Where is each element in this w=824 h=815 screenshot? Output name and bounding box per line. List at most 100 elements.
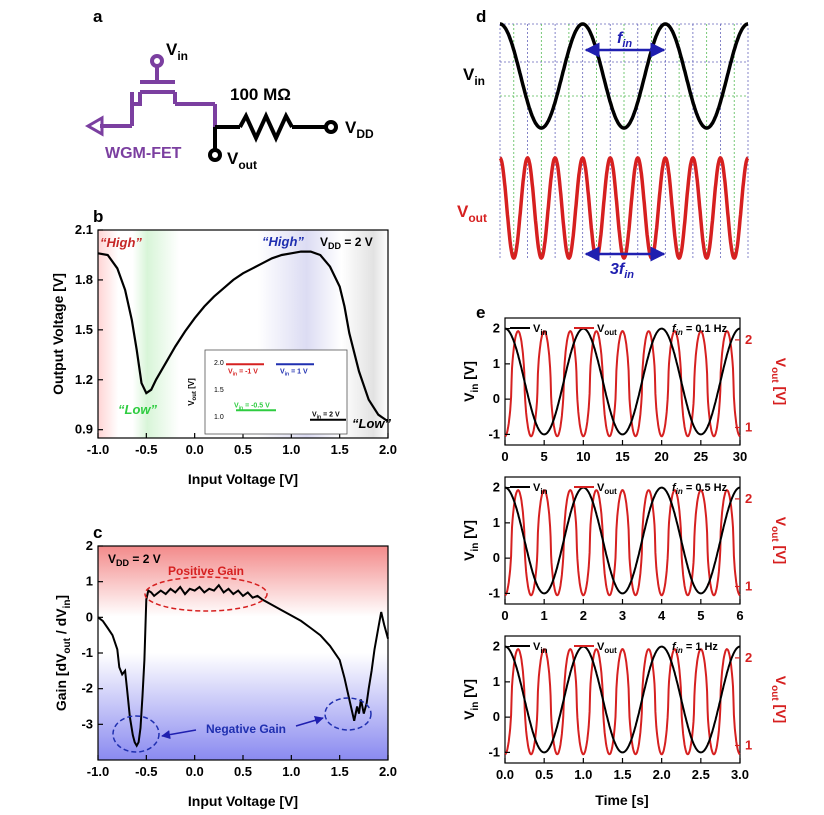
chart-c-xlabel: Input Voltage [V] <box>188 793 298 809</box>
chart-e2-xtick-label: 1 <box>541 608 548 623</box>
chart-b-output-curve <box>97 250 389 423</box>
chart-b-ytick-label: 1.8 <box>75 272 93 287</box>
panel-d-vin-wave <box>499 22 749 130</box>
chart-e3-ytick-label: 0 <box>493 709 500 724</box>
chart-e1-xtick-label: 0 <box>501 449 508 464</box>
chart-c-xtick-label: 1.0 <box>282 764 300 779</box>
chart-c-negative-gain-label: Negative Gain <box>206 722 286 736</box>
chart-e2-vout-curve <box>504 488 741 597</box>
chart-e2-xtick-label: 4 <box>658 608 666 623</box>
panel-label-e: e <box>476 303 485 322</box>
chart-c-ytick-label: -1 <box>81 645 93 660</box>
chart-e1-vin-curve <box>505 327 740 436</box>
vin-terminal-label: Vin <box>166 40 188 63</box>
chart-e2-ytick-label: 0 <box>493 550 500 565</box>
chart-c-ytick-label: 1 <box>86 574 93 589</box>
chart-c-gain-curve <box>97 583 389 748</box>
chart-e1-ytick-label: 1 <box>493 356 500 371</box>
chart-b-inset-segments: Vin = -1 V Vin = 1 V Vin = -0.5 V Vin = 2 V <box>226 363 346 421</box>
chart-e3-y2label: Vout [V] <box>769 676 789 723</box>
chart-e2-vin-curve <box>505 486 740 595</box>
chart-e3-vout-curve <box>504 647 741 756</box>
chart-b-inset-segment-label: Vin = -1 V <box>228 368 258 377</box>
chart-b-ytick-label: 0.9 <box>75 422 93 437</box>
chart-c-negative-gain-ellipse-left <box>112 715 160 753</box>
chart-b-ylabel: Output Voltage [V] <box>50 273 66 395</box>
chart-e1-ytick-label: 2 <box>493 321 500 336</box>
chart-b-ytick-label: 2.1 <box>75 222 93 237</box>
chart-b-xtick-label: 1.5 <box>331 442 349 457</box>
chart-e1-legend-label: Vin <box>533 323 548 337</box>
chart-e3: 0.0 0.5 1.0 1.5 2.0 2.5 3.0 -1 0 1 2 1 2 Vin [V] Vout … <box>461 635 789 782</box>
chart-c-ytick-label: -2 <box>81 681 93 696</box>
chart-e1-ylabel: Vin [V] <box>461 361 481 402</box>
chart-b-ytick-label: 1.2 <box>75 372 93 387</box>
vdd-terminal-label: VDD <box>345 118 374 141</box>
chart-c-x-ticks: -1.0 -0.5 0.0 0.5 1.0 1.5 2.0 <box>87 755 397 779</box>
chart-c-xtick-label: -0.5 <box>135 764 157 779</box>
resistor-label: 100 MΩ <box>230 85 291 104</box>
panel-d-waveforms: Vin Vout fin 3fin <box>457 22 750 281</box>
chart-b-xlabel: Input Voltage [V] <box>188 471 298 487</box>
chart-b-xtick-label: 1.0 <box>282 442 300 457</box>
chart-b-xtick-label: 2.0 <box>379 442 397 457</box>
chart-c-ytick-label: 2 <box>86 538 93 553</box>
chart-e1-xtick-label: 30 <box>733 449 747 464</box>
chart-b-inset-ytick-3: 2.0 <box>214 360 224 367</box>
chart-e2-xtick-label: 2 <box>580 608 587 623</box>
resistor-icon <box>238 111 294 143</box>
chart-e2-y2tick-label: 2 <box>745 491 752 506</box>
chart-b-y-ticks: 0.9 1.2 1.5 1.8 2.1 <box>75 222 103 437</box>
chart-e2-frame <box>504 476 741 605</box>
chart-e2-ytick-label: -1 <box>488 585 500 600</box>
chart-e1-xtick-label: 5 <box>541 449 548 464</box>
device-label: WGM-FET <box>105 145 182 162</box>
chart-e1-y2label: Vout [V] <box>769 358 789 405</box>
chart-b-inset-segment-label: Vin = -0.5 V <box>234 402 270 411</box>
chart-e3-y2tick-label: 1 <box>745 737 752 752</box>
chart-e3-xtick-label: 1.0 <box>574 767 592 782</box>
fet-symbol <box>100 54 217 128</box>
chart-c-xtick-label: 0.5 <box>234 764 252 779</box>
chart-c-xtick-label: 0.0 <box>186 764 204 779</box>
chart-b-annotation-low-green: “Low” <box>118 402 157 417</box>
chart-e3-vin-curve <box>505 645 740 754</box>
chart-e2-y2tick-label: 1 <box>745 578 752 593</box>
chart-e3-ytick-label: -1 <box>488 744 500 759</box>
chart-e3-xtick-label: 2.0 <box>653 767 671 782</box>
vout-terminal-label: Vout <box>227 149 257 172</box>
chart-e3-y2tick-label: 2 <box>745 650 752 665</box>
chart-b-inset-frame <box>204 349 348 435</box>
chart-e1-xtick-label: 15 <box>615 449 629 464</box>
chart-e3-ytick-label: 2 <box>493 639 500 654</box>
chart-e3-xtick-label: 0.5 <box>535 767 553 782</box>
chart-c-arrow-right <box>295 715 324 727</box>
chart-c-xtick-label: -1.0 <box>87 764 109 779</box>
chart-e3-xtick-label: 1.5 <box>613 767 631 782</box>
panel-label-c: c <box>93 523 102 542</box>
chart-e3-xtick-label: 0.0 <box>496 767 514 782</box>
chart-c-vdd-label: VDD = 2 V <box>108 552 161 568</box>
chart-c-positive-gain-ellipse <box>144 576 268 612</box>
chart-e1-vout-curve <box>504 329 741 438</box>
chart-b: -1.0 -0.5 0.0 0.5 1.0 1.5 2.0 0.91.21.51.82.1 … <box>50 222 397 487</box>
chart-e2-xtick-label: 3 <box>619 608 626 623</box>
chart-e3-xtick-label: 3.0 <box>731 767 749 782</box>
panel-d-vout-label: Vout <box>457 202 487 225</box>
chart-c-positive-gain-label: Positive Gain <box>168 564 244 578</box>
chart-e1-xtick-label: 20 <box>654 449 668 464</box>
chart-b-ytick-label: 1.5 <box>75 322 93 337</box>
chart-e2-legend-label: Vout <box>597 482 617 496</box>
chart-e1-y2tick-label: 1 <box>745 419 752 434</box>
chart-c-ytick-label: 0 <box>86 609 93 624</box>
chart-b-xtick-label: 0.0 <box>186 442 204 457</box>
chart-b-inset-ytick-1: 1.0 <box>214 414 224 421</box>
chart-e2-ytick-label: 2 <box>493 480 500 495</box>
chart-b-xtick-label: -1.0 <box>87 442 109 457</box>
chart-e2-xtick-label: 5 <box>697 608 704 623</box>
chart-b-annotation-high-blue: “High” <box>262 234 304 249</box>
chart-c-negative-gain-ellipse-right <box>324 697 372 731</box>
chart-b-annotation-low-black: “Low” <box>352 416 391 431</box>
wires <box>208 111 338 162</box>
